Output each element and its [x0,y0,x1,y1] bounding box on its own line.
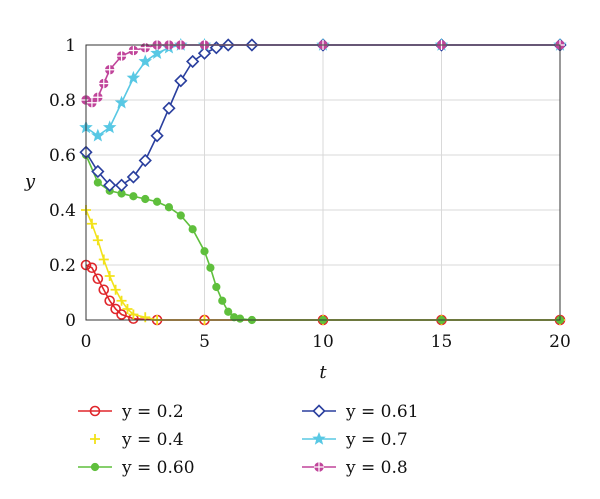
legend-marker-highlight [314,462,324,472]
x-axis-title: t [319,362,327,383]
legend-marker [312,404,326,418]
data-point [93,178,102,187]
data-point [140,312,151,323]
data-point [138,153,152,168]
legend-item: y = 0.7 [302,430,408,450]
plot-frame [85,44,561,321]
data-point [126,170,141,184]
legend-label: y = 0.2 [121,402,184,422]
data-point [141,194,150,204]
legend-label: y = 0.60 [121,458,195,478]
data-point [110,303,121,315]
data-point [122,304,133,314]
data-point-highlight [86,97,97,108]
x-tick-label: 0 [81,332,92,352]
data-point [176,211,185,220]
legend-marker [89,405,101,417]
data-point [235,314,245,323]
legend-label: y = 0.4 [121,430,184,450]
legend-label: y = 0.8 [345,458,408,478]
data-point [128,309,139,320]
legend-label: y = 0.61 [345,402,419,422]
x-tick-label: 15 [431,332,453,352]
data-point [150,46,164,59]
data-point [126,70,141,84]
data-point-highlight [128,45,139,56]
data-point [200,247,209,256]
data-point [174,74,188,88]
data-point [92,235,103,246]
data-point-highlight [116,51,127,61]
data-point [91,128,105,142]
data-point [98,254,109,265]
data-point [91,164,105,179]
data-point [150,129,164,143]
data-point [114,178,129,192]
legend-item: y = 0.8 [302,458,408,478]
data-point [116,309,127,320]
data-point [129,192,138,201]
data-point [86,262,98,274]
data-point [104,271,115,281]
data-point [116,295,127,306]
data-point [162,101,176,115]
legend-label: y = 0.7 [345,430,408,450]
data-point [197,46,212,60]
data-point [110,284,121,295]
data-point [104,295,115,307]
legend-item: y = 0.2 [78,402,184,422]
y-tick-label: 0.6 [49,146,76,166]
legend-marker [90,434,100,444]
data-point [86,218,97,229]
x-tick-label: 20 [549,332,571,352]
y-tick-label: 0.4 [49,201,76,221]
y-tick-label: 1 [65,36,76,56]
data-point [98,284,110,296]
data-point [212,282,221,292]
legend-marker [312,431,326,445]
data-point [103,178,117,192]
legend-item: y = 0.4 [90,430,184,450]
y-axis-title: y [24,171,36,192]
data-point [164,203,174,212]
data-point [218,296,227,305]
data-point [188,225,197,234]
y-tick-labels: 0 0.2 0.4 0.6 0.8 1 [49,36,76,331]
data-point [186,54,200,69]
x-tick-label: 5 [199,332,210,352]
data-point [224,307,233,316]
data-point [153,197,162,206]
legend-marker [90,462,100,472]
y-tick-label: 0.2 [49,256,76,276]
data-point [92,273,104,285]
y-tick-label: 0.8 [49,91,76,111]
x-tick-label: 10 [312,332,334,352]
data-point-highlight [104,64,115,75]
data-point [206,263,215,272]
legend-item: y = 0.61 [302,402,419,422]
data-point [138,54,153,68]
data-point-highlight [98,78,109,89]
data-point-highlight [92,92,103,103]
legend: y = 0.2 y = 0.4 y = 0.60 y = 0.61 y = 0.7 y =… [78,402,419,478]
y-tick-label: 0 [65,311,76,331]
data-point [102,120,117,134]
x-tick-labels: 0 5 10 15 20 [81,332,571,352]
data-point-highlight [140,42,151,53]
legend-item: y = 0.60 [78,458,195,478]
data-point [114,95,129,109]
